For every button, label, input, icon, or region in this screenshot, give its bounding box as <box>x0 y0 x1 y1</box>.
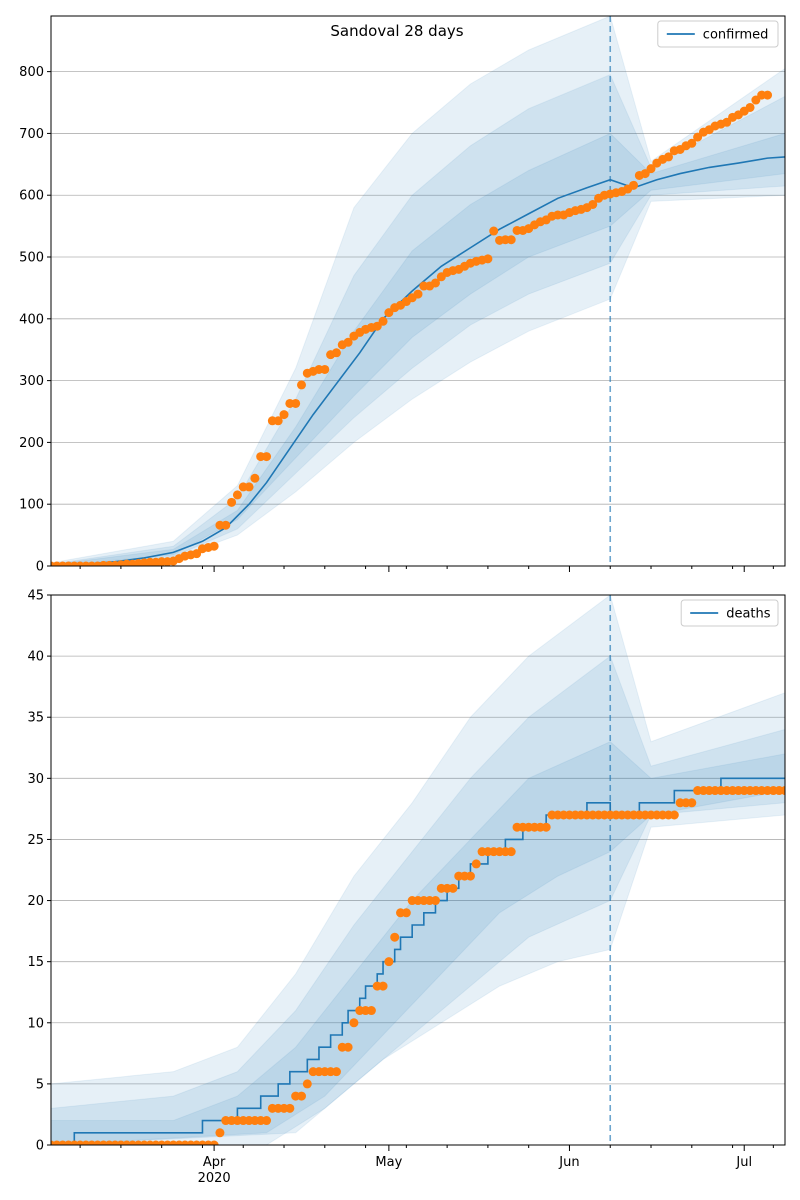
observed-point <box>465 871 475 881</box>
y-tick-label: 400 <box>19 312 44 327</box>
uncertainty-band-3 <box>51 132 785 566</box>
legend-label: confirmed <box>703 28 769 43</box>
y-tick-label: 800 <box>19 65 44 80</box>
observed-point <box>302 1079 312 1089</box>
observed-point <box>343 1042 353 1052</box>
legend-box <box>680 599 779 627</box>
observed-point <box>221 520 231 530</box>
observed-point <box>227 497 237 507</box>
legend-label: deaths <box>726 607 771 622</box>
observed-point <box>244 482 254 492</box>
observed-point <box>763 90 773 100</box>
x-tick-label: Apr <box>203 1155 226 1170</box>
observed-point <box>483 254 493 264</box>
observed-point <box>588 199 598 209</box>
observed-point <box>349 1018 359 1028</box>
legend: confirmed <box>657 20 779 48</box>
y-tick-label: 20 <box>27 894 44 909</box>
observed-point <box>669 810 679 820</box>
observed-point <box>390 932 400 942</box>
legend: deaths <box>680 599 779 627</box>
observed-point <box>629 180 639 190</box>
y-tick-label: 0 <box>36 560 44 575</box>
observed-point <box>430 896 440 906</box>
axes-frame <box>50 594 786 1146</box>
observed-point <box>291 398 301 408</box>
axes-frame <box>50 15 786 567</box>
observed-point <box>378 981 388 991</box>
observed-point <box>780 786 785 796</box>
observed-point <box>262 1116 272 1126</box>
observed-point <box>384 957 394 967</box>
observed-point <box>745 102 755 112</box>
observed-point <box>320 364 330 374</box>
observed-point <box>663 152 673 162</box>
x-tick-label: Jul <box>735 1155 752 1170</box>
x-tick-sublabel: 2020 <box>198 1171 231 1186</box>
observed-point <box>378 316 388 326</box>
observed-point <box>471 859 481 869</box>
observed-point <box>646 164 656 174</box>
model-series-line <box>51 156 785 566</box>
y-tick-label: 35 <box>27 711 44 726</box>
y-tick-label: 25 <box>27 833 44 848</box>
y-tick-label: 15 <box>27 955 44 970</box>
observed-point <box>489 226 499 236</box>
confirmed-chart: 0 100 200 300 400 500 600 700 800 confirmed <box>19 15 786 575</box>
observed-point <box>209 1140 219 1145</box>
observed-point <box>506 847 516 857</box>
observed-point <box>209 541 219 551</box>
y-tick-label: 0 <box>36 1139 44 1154</box>
figure-title: Sandoval 28 days <box>330 22 463 40</box>
y-tick-label: 100 <box>19 498 44 513</box>
y-tick-label: 700 <box>19 127 44 142</box>
observed-point <box>506 235 516 245</box>
y-tick-label: 600 <box>19 189 44 204</box>
y-tick-label: 40 <box>27 650 44 665</box>
y-tick-label: 500 <box>19 251 44 266</box>
y-tick-label: 10 <box>27 1016 44 1031</box>
observed-point <box>331 348 341 358</box>
observed-point <box>343 337 353 347</box>
observed-point <box>232 490 242 500</box>
observed-point <box>279 410 289 420</box>
y-tick-label: 45 <box>27 589 44 604</box>
observed-point <box>448 883 458 893</box>
observed-point <box>331 1067 341 1077</box>
observed-point <box>262 452 272 462</box>
uncertainty-band-3 <box>51 741 785 1145</box>
observed-point <box>413 289 423 299</box>
y-tick-label: 5 <box>36 1077 44 1092</box>
x-tick-label: May <box>375 1155 402 1170</box>
observed-point <box>250 473 260 483</box>
y-tick-label: 200 <box>19 436 44 451</box>
observed-point <box>401 908 411 918</box>
plot-area <box>51 595 785 1145</box>
observed-point <box>296 1091 306 1101</box>
observed-point <box>273 416 283 426</box>
plot-area <box>51 16 785 566</box>
observed-point <box>687 798 697 808</box>
uncertainty-band-1 <box>51 595 785 1145</box>
observed-point <box>541 822 551 832</box>
y-tick-label: 300 <box>19 374 44 389</box>
observed-point <box>366 1006 376 1016</box>
observed-point <box>687 138 697 148</box>
observed-point <box>215 1128 225 1138</box>
x-tick-label: Jun <box>558 1155 579 1170</box>
y-tick-label: 30 <box>27 772 44 787</box>
legend-box <box>657 20 779 48</box>
observed-point <box>296 380 306 390</box>
observed-point <box>285 1103 295 1113</box>
observed-point <box>430 278 440 288</box>
